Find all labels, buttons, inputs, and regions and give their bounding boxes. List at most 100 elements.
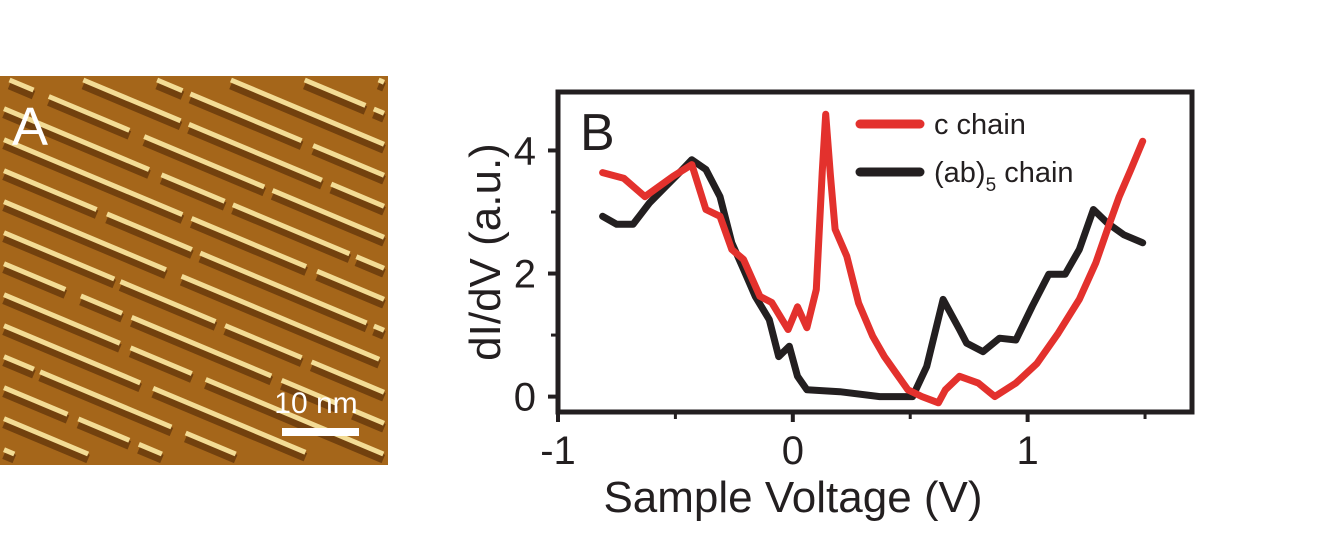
plot-frame [555,89,1195,415]
chain-segment [180,273,381,362]
chain-segment [190,216,308,269]
chain-shadow [204,380,386,464]
chain-shadow [2,264,68,299]
y-axis-label: dI/dV (a.u.) [461,143,510,361]
chain-segment [199,250,368,326]
chain-segment [3,230,116,282]
chain-shadow [2,450,17,464]
chain-shadow [155,80,185,100]
chain-shadow [128,348,194,383]
chain-shadow [279,381,339,413]
chain-shadow [351,411,386,433]
chain-shadow [198,253,369,333]
chain-segment [3,261,67,292]
chain-shadow [311,146,386,185]
chain-segment [231,202,351,257]
chain-segment [372,323,385,333]
chain-shadow [79,296,124,323]
chain-shadow [372,326,386,340]
chain-shadow [2,202,168,279]
chain-shadow [47,97,132,140]
chain-segment [224,323,303,361]
chain-shadow [105,214,194,259]
chain-shadow [372,109,386,123]
chain-segment [330,181,385,209]
chain-shadow [376,80,386,92]
chain-segment [3,292,121,346]
y-tick-label: 2 [514,253,536,297]
chain-shadow [329,184,386,216]
chain-segment [3,385,69,417]
chain-segment [303,77,367,108]
chain-segment [152,386,307,455]
chain-segment [3,416,90,457]
chain-shadow [38,372,174,437]
legend-label-ab5-chain: (ab)5 chain [934,157,1074,196]
panel-b-label: B [580,104,615,162]
chain-shadow [303,80,368,115]
chain-segment [3,168,98,212]
chain-segment [8,77,35,93]
chain-shadow [354,257,386,278]
chain-segment [3,199,167,272]
chain-segment [137,442,163,457]
chain-shadow [188,94,304,150]
chain-segment [79,293,124,316]
y-tick-label: 0 [514,376,536,420]
chain-shadow [2,140,185,224]
chain-shadow [142,137,266,197]
chain-segment [3,106,150,172]
chain-shadow [2,419,90,464]
x-tick-label: 0 [782,429,804,473]
chain-segment [156,77,184,93]
chain-segment [271,188,385,240]
atomic-chains [2,77,386,464]
chain-segment [47,94,131,133]
chain-segment [280,378,338,406]
chain-shadow [76,419,132,450]
chain-segment [3,447,16,457]
chain-segment [160,172,226,204]
chain-shadow [137,445,164,464]
chain-segment [77,416,131,443]
chain-segment [3,323,142,386]
chain-shadow [179,277,381,369]
chain-segment [189,91,303,143]
stm-image [0,76,388,465]
x-tick-label: 1 [1017,429,1039,473]
chain-shadow [189,219,308,276]
chain-segment [143,134,266,190]
chain-segment [106,211,193,252]
chain-segment [229,77,385,147]
series-line-ab5-chain [599,156,1147,401]
chain-segment [316,268,385,302]
chain-segment [204,377,385,457]
legend: c chain (ab)5 chain [855,109,1074,196]
x-tick-label: -1 [540,429,576,473]
y-tick-label: 4 [514,129,536,173]
chain-shadow [151,389,308,462]
chain-segment [310,359,385,395]
panel-a-label: A [12,97,48,157]
chain-shadow [183,433,238,464]
chain-segment [82,77,182,124]
chain-shadow [2,326,142,393]
chain-segment [184,430,237,457]
chain-shadow [81,80,183,130]
chain-shadow [2,295,122,353]
chain-segment [129,345,193,376]
legend-label-c-chain: c chain [934,109,1026,141]
chain-shadow [129,318,274,386]
chain-segment [3,137,184,217]
scale-bar-label: 10 nm [274,387,357,420]
series-line-c-chain [599,110,1147,407]
chain-segment [119,279,217,324]
chain-shadow [2,388,70,424]
chain-segment [372,106,385,116]
chain-shadow [159,175,227,211]
chain-segment [130,315,273,379]
chain-shadow [309,362,386,402]
chain-segment [377,77,385,85]
